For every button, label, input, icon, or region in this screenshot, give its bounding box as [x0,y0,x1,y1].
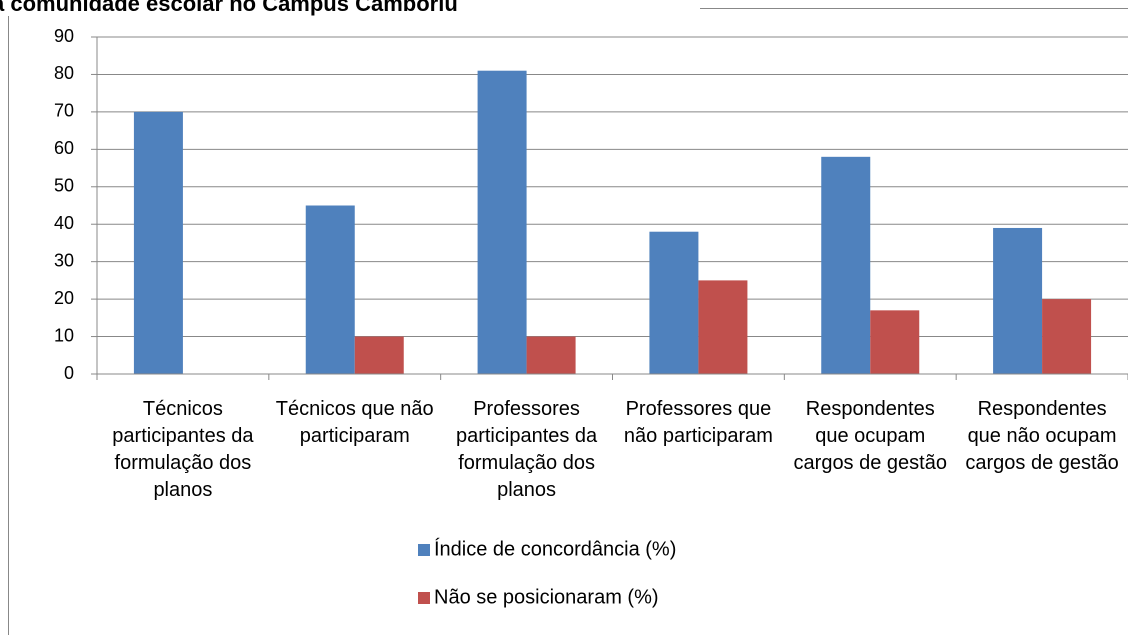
y-tick-label: 40 [54,213,74,233]
x-tick-label: Professores que não participaram [623,398,773,447]
x-tick-label: Professores participantes da formulação … [455,398,598,501]
x-tick-label: Respondentes que ocupam cargos de gestão [793,398,947,474]
bar [305,205,355,374]
y-tick-label: 50 [54,176,74,196]
legend-label: Índice de concordância (%) [434,537,676,560]
bar [526,336,576,374]
y-tick-label: 90 [54,26,74,46]
legend-label: Não se posicionaram (%) [434,586,659,608]
bar [649,231,699,374]
y-tick-label: 70 [54,101,74,121]
y-tick-label: 30 [54,250,74,270]
legend-swatch [418,544,430,556]
bar [870,310,920,374]
bar [821,156,871,374]
y-tick-label: 10 [54,325,74,345]
bar [1042,299,1092,374]
y-tick-label: 20 [54,288,74,308]
bar [354,336,404,374]
legend-swatch [418,592,430,604]
bar [133,111,183,374]
bar [993,227,1043,374]
title-bg [0,0,700,16]
y-tick-label: 0 [64,363,74,383]
y-tick-label: 80 [54,63,74,83]
bar [698,280,748,374]
x-tick-label: Respondentes que não ocupam cargos de ge… [965,398,1119,474]
y-tick-label: 60 [54,138,74,158]
x-tick-label: Técnicos que não participaram [275,398,434,447]
chart-title: a comunidade escolar no Campus Camboriú [0,0,458,16]
x-tick-label: Técnicos participantes da formulação dos… [112,398,254,501]
bar [477,70,527,374]
